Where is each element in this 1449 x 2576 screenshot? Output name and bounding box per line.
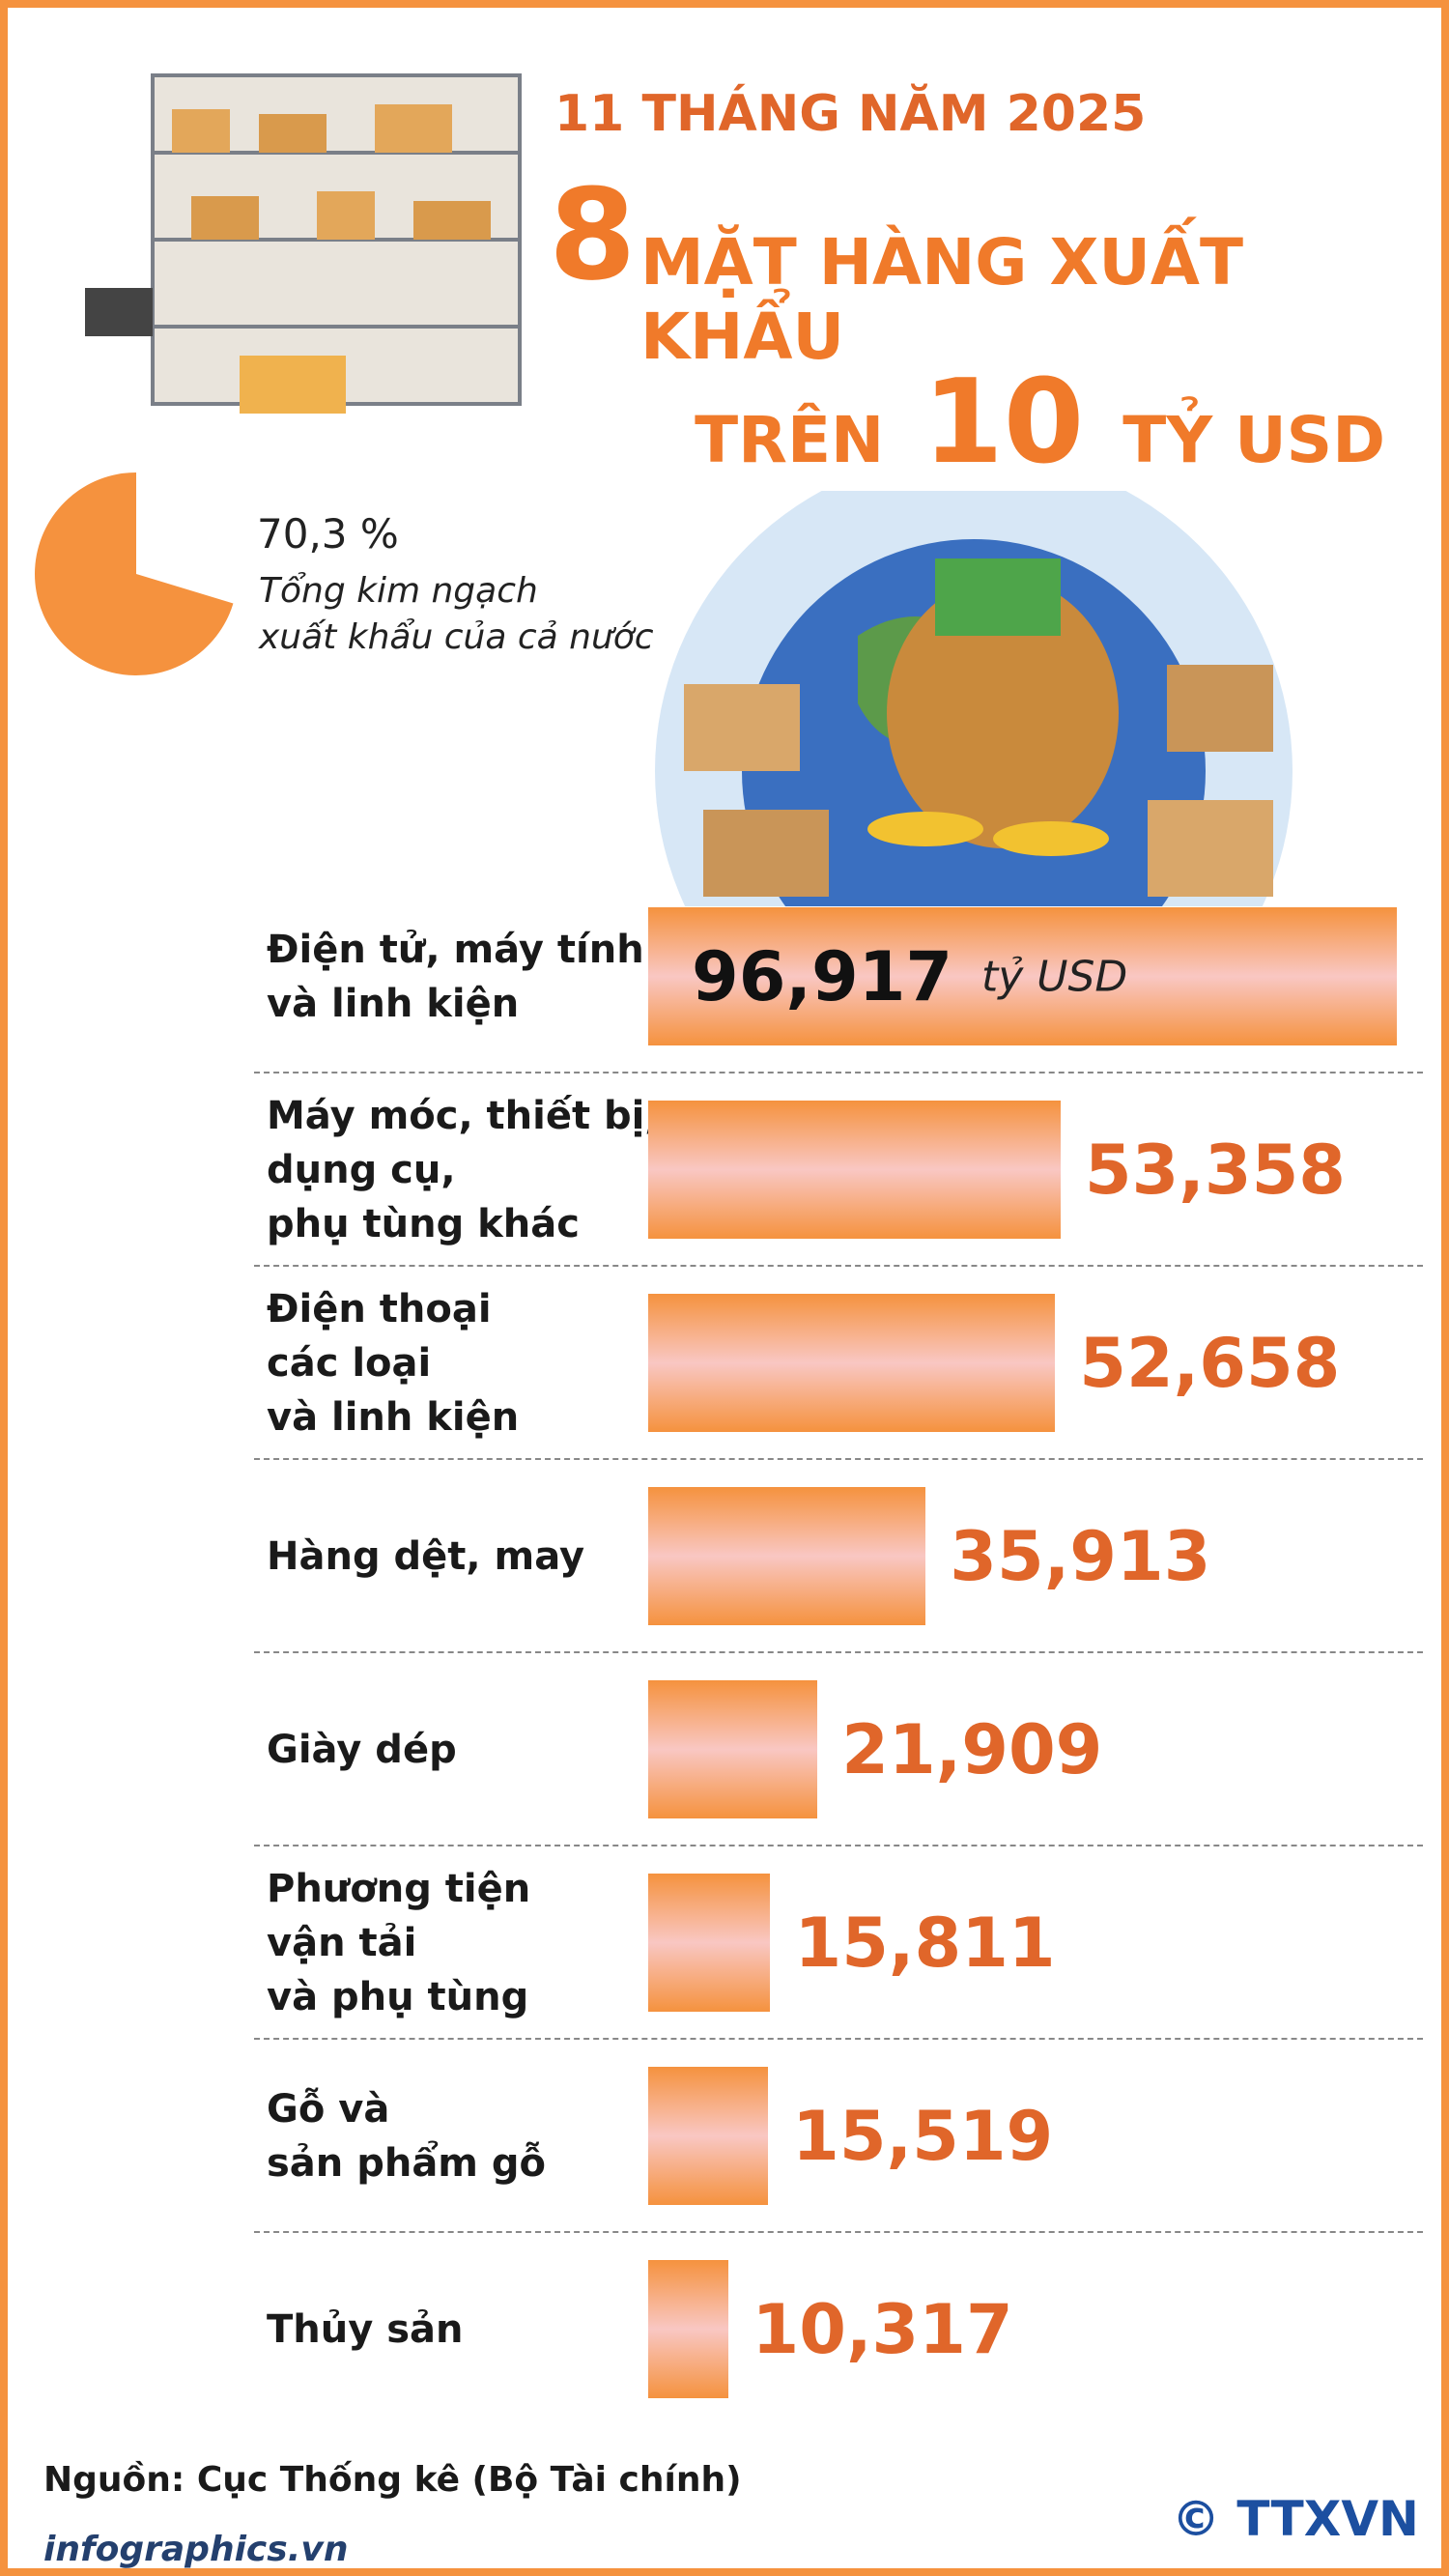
category-label: Máy móc, thiết bị, dụng cụ, phụ tùng khá…	[267, 1093, 660, 1246]
value-label: 21,909	[841, 1709, 1103, 1789]
separator	[254, 2038, 1423, 2040]
category-label: Giày dép	[267, 1727, 457, 1772]
value-label: 52,658	[1079, 1323, 1341, 1403]
separator	[254, 1265, 1423, 1267]
site: infographics.vn	[43, 2530, 349, 2569]
separator	[254, 1845, 1423, 1846]
bar	[648, 1680, 818, 1818]
illustrations	[85, 73, 1293, 906]
category-label: Điện thoại các loại và linh kiện	[267, 1286, 520, 1440]
bar	[648, 2067, 769, 2205]
category-label: Phương tiện vận tải và phụ tùng	[267, 1866, 531, 2019]
source: Nguồn: Cục Thống kê (Bộ Tài chính)	[43, 2460, 742, 2500]
value-label: 35,913	[950, 1516, 1211, 1596]
category-label: Gỗ và sản phẩm gỗ	[267, 2086, 547, 2186]
title-suffix: TỶ USD	[1122, 403, 1385, 477]
bar	[648, 907, 1398, 1045]
value-label: 53,358	[1084, 1130, 1346, 1210]
value-label: 15,811	[794, 1903, 1056, 1983]
value-label: 96,917	[692, 936, 953, 1016]
pie-slice	[35, 472, 234, 675]
warehouse	[85, 73, 522, 414]
category-label: Hàng dệt, may	[267, 1533, 585, 1579]
value-label: 10,317	[752, 2289, 1013, 2369]
title: MẶT HÀNG XUẤT KHẨU	[640, 225, 1244, 374]
separator	[254, 1651, 1423, 1653]
agency-logo: © TTXVN	[1172, 2491, 1419, 2547]
share-label: 70,3 %	[257, 510, 399, 558]
bar	[648, 1487, 926, 1625]
bar	[648, 2260, 728, 2398]
category-label: Điện tử, máy tính và linh kiện	[267, 927, 644, 1026]
title-number-2: 10	[923, 356, 1085, 490]
title-line2: TRÊN 10 TỶ USD	[695, 356, 1385, 490]
supertitle: 11 THÁNG NĂM 2025	[554, 85, 1147, 143]
globe-illustration	[655, 491, 1293, 906]
bar	[648, 1101, 1061, 1239]
separator	[254, 1458, 1423, 1460]
bar	[648, 1294, 1056, 1432]
separator	[254, 1072, 1423, 1073]
value-label: 15,519	[792, 2096, 1054, 2176]
share-caption: Tổng kim ngạch xuất khẩu của cả nước	[259, 571, 654, 657]
title-prefix: TRÊN	[695, 403, 885, 477]
bar	[648, 1874, 771, 2012]
category-label: Thủy sản	[267, 2306, 464, 2352]
share-pie	[35, 472, 234, 675]
separator	[254, 2231, 1423, 2233]
unit-label: tỷ USD	[981, 952, 1128, 1001]
title-number: 8	[549, 161, 637, 308]
